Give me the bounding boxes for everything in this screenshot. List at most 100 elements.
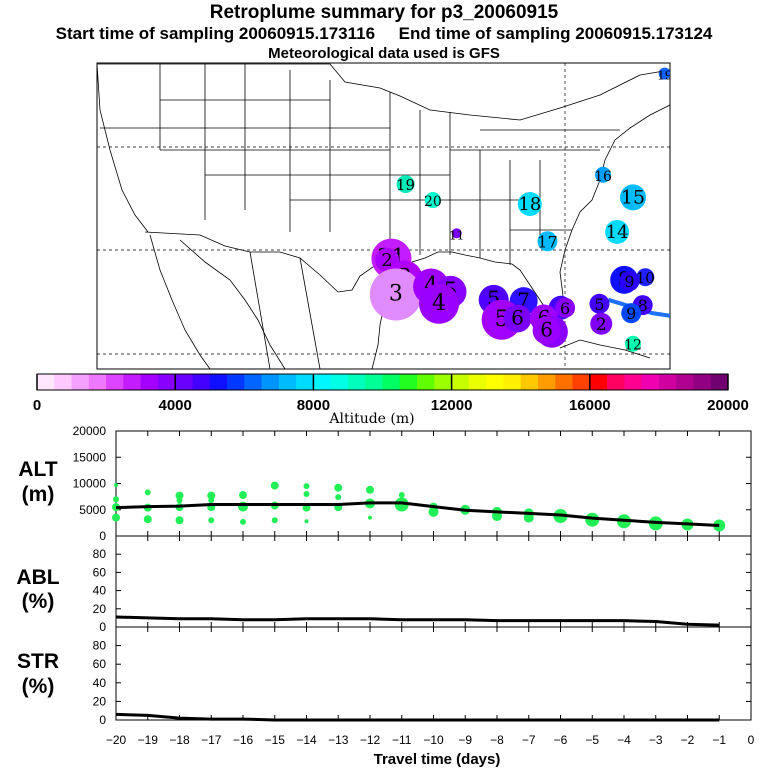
x-tick-label: −6: [554, 733, 568, 747]
start-time-label: Start time of sampling 20060915.173116: [55, 24, 376, 43]
map-marker-circle: [619, 271, 640, 292]
map-marker-circle: [621, 303, 642, 324]
y-tick-label: 20: [93, 602, 107, 616]
alt-panel-unit: (m): [22, 483, 55, 506]
str-panel-unit: (%): [22, 675, 55, 698]
alt-point: [175, 491, 184, 500]
colorbar-segment: [261, 374, 280, 390]
colorbar-segment: [382, 374, 401, 390]
abl-panel-unit: (%): [22, 590, 55, 613]
alt-point: [304, 519, 309, 524]
y-tick-label: 60: [93, 657, 107, 671]
y-tick-label: 5000: [79, 503, 106, 517]
y-tick-label: 40: [93, 676, 107, 690]
x-tick-label: −18: [169, 733, 190, 747]
colorbar-segment: [555, 374, 574, 390]
y-tick-label: 10000: [73, 477, 107, 491]
series-line-abl: [115, 615, 720, 627]
map-marker-circle: [624, 335, 641, 352]
x-tick-label: −11: [392, 733, 412, 747]
colorbar-segment: [227, 374, 245, 390]
x-tick-label: −12: [360, 733, 381, 747]
colorbar-ticks: 0 4000 8000 12000 16000 20000: [33, 374, 749, 414]
map-marker: 6: [503, 304, 532, 333]
y-tick-label: 0: [99, 529, 106, 543]
colorbar-segment: [589, 374, 608, 390]
colorbar-segment: [106, 374, 124, 390]
map-marker-label: 17: [537, 232, 557, 251]
alt-point: [175, 516, 184, 525]
map-marker-label: 3: [389, 281, 403, 306]
y-tick-label: 80: [93, 639, 107, 653]
alt-point: [366, 485, 374, 494]
y-tick-label: 15000: [73, 450, 107, 464]
series-lines: [115, 501, 720, 722]
x-tick-label: −16: [233, 733, 254, 747]
map-marker-circle: [636, 268, 655, 287]
colorbar-segment: [624, 374, 643, 390]
map-marker-label: 18: [518, 194, 541, 215]
map-marker-label: 20: [424, 194, 442, 210]
alt-point: [428, 506, 439, 517]
colorbar-segment: [54, 374, 73, 390]
colorbar-segment: [486, 374, 504, 390]
colorbar-segment: [399, 374, 418, 390]
time-series-panels: ALT (m) ABL (%) STR (%) 2000015000100005…: [16, 424, 754, 768]
alt-point: [144, 489, 151, 496]
alt-point: [368, 515, 372, 520]
x-tick-label: −9: [458, 733, 472, 747]
map-geography: 1916191520181411172128109334557465869566…: [97, 63, 670, 369]
x-tick-label: −10: [423, 733, 444, 747]
colorbar-segment: [710, 374, 729, 390]
colorbar-segment: [451, 374, 470, 390]
map-marker-circle: [451, 228, 462, 239]
x-tick-label: −3: [649, 733, 663, 747]
colorbar-tick-label: 12000: [431, 397, 473, 414]
alt-scatter-points: [112, 481, 726, 532]
alt-point: [303, 491, 310, 497]
y-tick-label: 0: [99, 620, 106, 634]
map-marker: 19: [396, 175, 415, 194]
colorbar-segment: [244, 374, 263, 390]
alt-point: [208, 497, 215, 504]
map-marker-label: 6: [511, 305, 524, 329]
colorbar-segment: [365, 374, 383, 390]
colorbar-segment: [313, 374, 332, 390]
colorbar-segment: [296, 374, 314, 390]
colorbar-segment: [175, 374, 193, 390]
map-panel: 1916191520181411172128109334557465869566…: [96, 62, 671, 370]
end-time-label: End time of sampling 20060915.173124: [398, 24, 713, 43]
map-marker-circle: [517, 192, 542, 217]
map-marker-circle: [605, 219, 630, 244]
map-marker: 18: [517, 192, 542, 217]
colorbar-segment: [347, 374, 366, 390]
alt-point: [398, 492, 405, 499]
map-marker-label: 8: [638, 296, 648, 315]
colorbar-tick-label: 8000: [297, 397, 330, 414]
x-tick-label: −7: [522, 733, 536, 747]
x-tick-label: −19: [138, 733, 159, 747]
alt-point: [207, 491, 216, 500]
x-tick-label: −13: [328, 733, 349, 747]
y-tick-label: 20: [93, 694, 107, 708]
alt-point: [523, 512, 534, 523]
sampling-times: Start time of sampling 20060915.173116 E…: [0, 24, 768, 44]
y-tick-label: 80: [93, 547, 107, 561]
panel-ticks: 20000150001000050000806040200806040200−2…: [73, 424, 755, 747]
colorbar-segment: [658, 374, 677, 390]
map-marker-label: 10: [636, 269, 655, 287]
colorbar-segment: [37, 374, 55, 390]
map-marker: 6: [555, 297, 576, 318]
map-marker: 9: [621, 303, 642, 324]
abl-panel-label: ABL: [16, 566, 59, 589]
alt-point: [176, 497, 183, 504]
map-marker-circle: [503, 304, 532, 333]
colorbar-segment: [417, 374, 435, 390]
colorbar-segment: [468, 374, 487, 390]
series-line-str: [115, 712, 720, 722]
x-tick-label: −2: [681, 733, 695, 747]
map-marker-label: 9: [624, 272, 634, 291]
alt-panel-label: ALT: [18, 458, 57, 481]
x-tick-label: −15: [265, 733, 286, 747]
colorbar-segment: [537, 374, 556, 390]
